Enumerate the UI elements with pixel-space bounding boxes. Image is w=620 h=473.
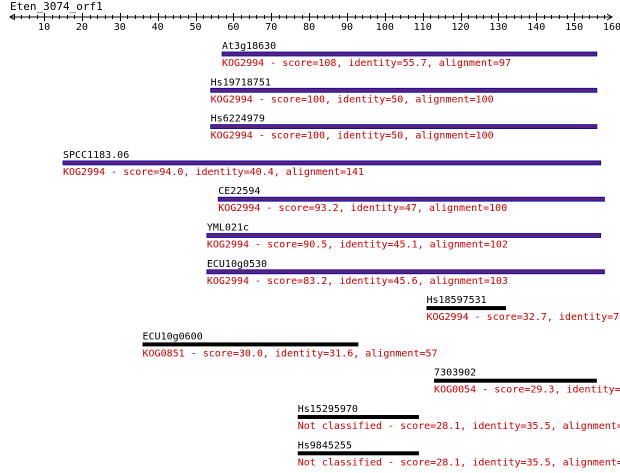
- ruler-tick-label: 30: [114, 22, 126, 33]
- hit-name[interactable]: SPCC1183.06: [63, 150, 129, 161]
- hit-row[interactable]: CE22594 KOG2994 - score=93.2, identity=47…: [217, 186, 605, 214]
- ruler-tick-label: 130: [489, 22, 507, 33]
- hit-annotation: KOG2994 - score=32.7, identity=76: [426, 312, 620, 323]
- ruler-tick-label: 50: [189, 22, 201, 33]
- hit-row[interactable]: 7303902 KOG0054 - score=29.3, identity=3: [434, 368, 620, 396]
- hit-row[interactable]: Hs18597531 KOG2994 - score=32.7, identity…: [426, 295, 620, 323]
- hit-name[interactable]: Hs9845255: [298, 440, 352, 451]
- hit-alignment-bar[interactable]: [434, 378, 597, 383]
- ruler-tick-label: 90: [341, 22, 353, 33]
- hit-name[interactable]: Hs19718751: [211, 77, 271, 88]
- ruler-tick-label: 140: [527, 22, 545, 33]
- ruler-tick-label: 120: [452, 22, 470, 33]
- hit-row[interactable]: Hs6224979 KOG2994 - score=100, identity=5…: [210, 114, 598, 142]
- ruler-tick-label: 70: [265, 22, 277, 33]
- hit-name[interactable]: YML021c: [207, 223, 249, 234]
- hit-annotation: KOG2994 - score=100, identity=50, alignm…: [211, 131, 494, 142]
- hit-annotation: KOG2994 - score=90.5, identity=45.1, ali…: [207, 240, 508, 251]
- hit-row[interactable]: At3g18630 KOG2994 - score=108, identity=5…: [221, 41, 598, 69]
- hit-alignment-bar[interactable]: [221, 51, 598, 57]
- hit-alignment-bar[interactable]: [426, 306, 506, 311]
- hit-name[interactable]: At3g18630: [222, 41, 276, 52]
- hit-alignment-bar[interactable]: [210, 124, 598, 129]
- ruler-tick-label: 80: [303, 22, 315, 33]
- ruler-right-arrow: [606, 13, 613, 21]
- hit-annotation: KOG2994 - score=108, identity=55.7, alig…: [222, 58, 511, 69]
- hit-name[interactable]: Hs15295970: [298, 404, 358, 415]
- hit-name[interactable]: Hs18597531: [426, 295, 486, 306]
- hit-row[interactable]: SPCC1183.06 KOG2994 - score=94.0, identit…: [62, 150, 602, 178]
- hit-alignment-bar[interactable]: [206, 269, 605, 275]
- hit-alignment-bar[interactable]: [217, 196, 605, 202]
- hit-name[interactable]: CE22594: [218, 186, 260, 197]
- hit-name[interactable]: ECU10g0530: [207, 259, 267, 270]
- hit-alignment-bar[interactable]: [62, 160, 602, 166]
- ruler-tick-label: 110: [414, 22, 432, 33]
- ruler-tick-label: 150: [565, 22, 583, 33]
- hit-row[interactable]: Hs15295970 Not classified - score=28.1, i…: [297, 404, 620, 432]
- hit-row[interactable]: Hs9845255 Not classified - score=28.1, id…: [297, 440, 620, 468]
- ruler-tick-label: 60: [227, 22, 239, 33]
- ruler-tick-label: 40: [152, 22, 164, 33]
- hit-row[interactable]: ECU10g0530 KOG2994 - score=83.2, identity…: [206, 259, 605, 287]
- hit-row[interactable]: Hs19718751 KOG2994 - score=100, identity=…: [210, 77, 598, 105]
- hit-alignment-bar[interactable]: [297, 451, 419, 456]
- hit-annotation: KOG2994 - score=83.2, identity=45.6, ali…: [207, 276, 508, 287]
- ruler-tick-label: 160: [603, 22, 620, 33]
- hit-annotation: KOG0851 - score=30.0, identity=31.6, ali…: [143, 348, 438, 359]
- hit-annotation: Not classified - score=28.1, identity=35…: [298, 457, 620, 468]
- hit-alignment-bar[interactable]: [297, 415, 419, 419]
- ruler-tick-label: 100: [376, 22, 394, 33]
- ruler-left-arrow: [9, 13, 16, 21]
- hit-alignment-bar[interactable]: [210, 87, 598, 93]
- hit-annotation: KOG0054 - score=29.3, identity=3: [434, 385, 620, 396]
- ruler-tick-label: 20: [76, 22, 88, 33]
- sequence-ruler: 10 20 30 40 50 60 70 80 90 100 110 120 130 140 150 160: [9, 13, 620, 33]
- hit-row[interactable]: YML021c KOG2994 - score=90.5, identity=45…: [206, 223, 602, 251]
- hit-alignment-bar[interactable]: [206, 233, 602, 238]
- hit-alignment-bar[interactable]: [142, 342, 359, 347]
- hit-annotation: Not classified - score=28.1, identity=35…: [298, 421, 620, 432]
- query-title: Eten_3074_orf1: [10, 0, 103, 13]
- hit-name[interactable]: 7303902: [434, 368, 476, 379]
- hit-list: At3g18630 KOG2994 - score=108, identity=5…: [62, 41, 620, 468]
- ruler-tick-label: 10: [38, 22, 50, 33]
- hit-row[interactable]: ECU10g0600 KOG0851 - score=30.0, identity…: [142, 331, 438, 359]
- hit-annotation: KOG2994 - score=100, identity=50, alignm…: [211, 94, 494, 105]
- hit-name[interactable]: ECU10g0600: [143, 331, 203, 342]
- hit-annotation: KOG2994 - score=93.2, identity=47, align…: [218, 203, 507, 214]
- hit-name[interactable]: Hs6224979: [211, 114, 265, 125]
- hit-annotation: KOG2994 - score=94.0, identity=40.4, ali…: [63, 167, 364, 178]
